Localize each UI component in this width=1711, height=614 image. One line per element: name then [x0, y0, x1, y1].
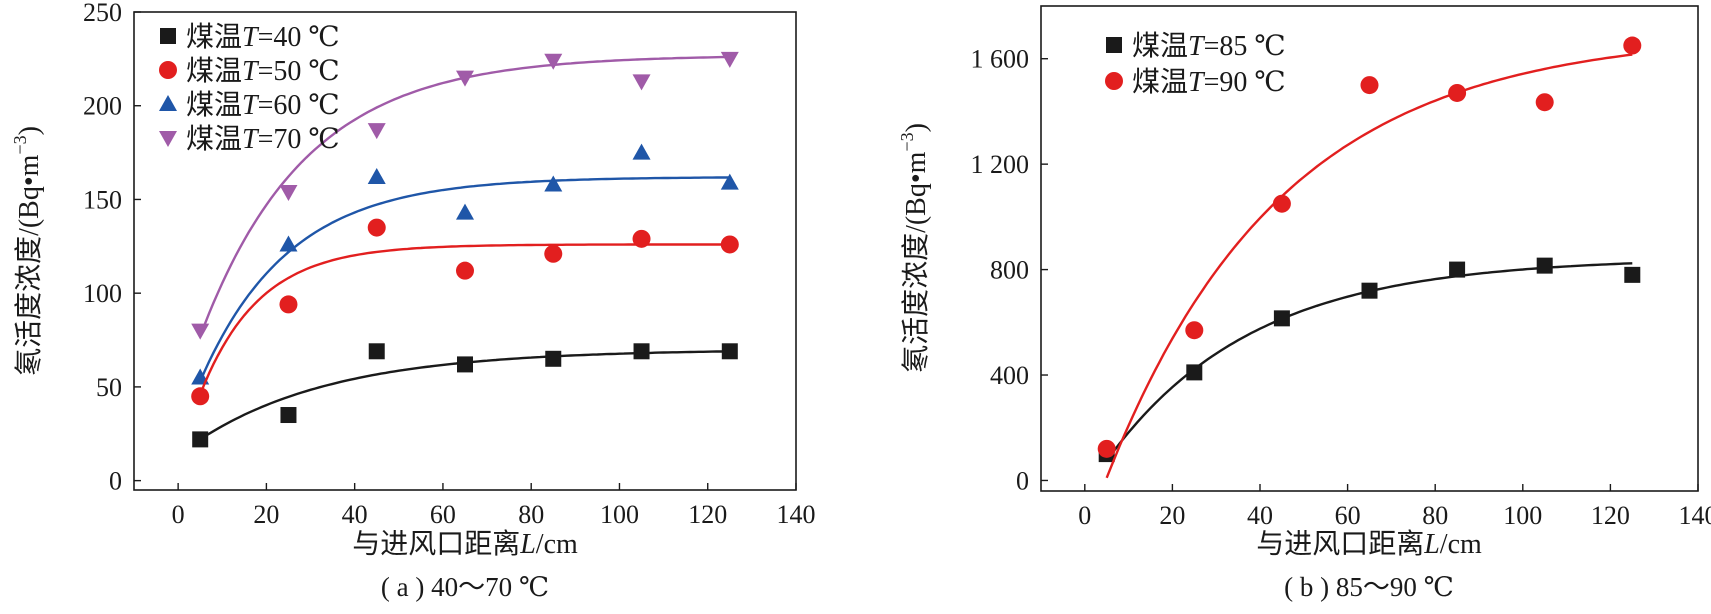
data-point [720, 235, 739, 254]
legend-marker [1105, 72, 1123, 90]
legend-label: 煤温T=70 ℃ [186, 123, 340, 155]
x-tick-label: 20 [1159, 501, 1185, 530]
x-tick-label: 140 [777, 500, 816, 529]
x-tick-label: 80 [1422, 501, 1448, 530]
data-point [1535, 93, 1554, 112]
data-point [1273, 310, 1290, 327]
data-point [1186, 364, 1203, 381]
panel-caption: ( a ) 40～70 ℃ [381, 572, 549, 602]
data-point [279, 184, 298, 201]
y-tick-label: 150 [83, 185, 122, 214]
x-tick-label: 80 [518, 500, 544, 529]
data-point [545, 350, 562, 367]
data-point [632, 74, 651, 91]
data-point [720, 173, 739, 190]
legend-marker [159, 61, 177, 79]
y-tick-label: 800 [990, 256, 1029, 285]
x-axis-label: 与进风口距离L/cm [1256, 528, 1482, 560]
data-point [279, 295, 298, 314]
fit-curve [1105, 53, 1633, 479]
data-point [456, 70, 474, 87]
y-tick-label: 1 200 [971, 150, 1030, 179]
y-tick-label: 0 [109, 467, 122, 496]
panel-caption: ( b ) 85～90 ℃ [1284, 572, 1454, 602]
x-tick-label: 40 [342, 500, 368, 529]
data-point [633, 343, 650, 360]
data-point [632, 143, 651, 160]
data-point [279, 235, 298, 252]
data-point [1097, 439, 1116, 458]
data-point [544, 175, 563, 192]
legend-marker [159, 95, 177, 111]
data-point [1536, 257, 1553, 274]
data-point [720, 51, 739, 68]
legend-marker [159, 131, 177, 147]
data-point [544, 53, 563, 70]
data-point [1361, 282, 1378, 299]
x-tick-label: 120 [1591, 501, 1630, 530]
legend-label: 煤温T=85 ℃ [1132, 30, 1286, 62]
data-point [367, 167, 386, 184]
y-tick-label: 0 [1016, 466, 1029, 495]
data-point [191, 323, 210, 340]
data-point [192, 431, 209, 448]
y-axis-label: 氡活度浓度/(Bq•m−3) [897, 123, 932, 373]
y-tick-label: 1 600 [971, 45, 1030, 74]
plot-frame [133, 11, 797, 491]
legend-label: 煤温T=40 ℃ [186, 21, 340, 53]
x-tick-label: 100 [600, 500, 639, 529]
y-tick-label: 200 [83, 92, 122, 121]
y-tick-label: 400 [990, 361, 1029, 390]
legend-label: 煤温T=90 ℃ [1132, 66, 1286, 98]
data-point [1624, 266, 1641, 283]
data-point [1185, 321, 1204, 340]
x-tick-label: 100 [1503, 501, 1542, 530]
data-point [1360, 76, 1379, 95]
x-tick-label: 0 [1078, 501, 1091, 530]
data-point [1272, 194, 1291, 213]
x-tick-label: 20 [253, 500, 279, 529]
data-point [632, 229, 651, 248]
data-point [457, 356, 473, 373]
data-point [544, 244, 563, 263]
data-point [456, 261, 474, 280]
data-point [456, 203, 474, 220]
x-tick-label: 60 [430, 500, 456, 529]
x-tick-label: 40 [1247, 501, 1273, 530]
chart-panel-a: 0 20 40 60 80 100 120 140 0 50 100 150 200 250 煤温T=40 … [10, 0, 816, 602]
plot-frame [1040, 5, 1699, 492]
data-point [1623, 36, 1642, 55]
legend-marker [1106, 37, 1122, 53]
data-point [1448, 83, 1467, 102]
data-point [367, 123, 386, 140]
y-tick-label: 50 [96, 373, 122, 402]
y-tick-label: 100 [83, 279, 122, 308]
x-axis-label: 与进风口距离L/cm [352, 528, 578, 560]
data-point [367, 218, 386, 237]
chart-panel-b: 0 20 40 60 80 100 120 140 0 400 800 1 200 1 600 煤温T=8… [897, 5, 1711, 602]
legend-marker [160, 28, 176, 44]
data-point [721, 343, 738, 360]
x-tick-label: 60 [1335, 501, 1361, 530]
data-point [191, 387, 210, 406]
y-axis-label: 氡活度浓度/(Bq•m−3) [10, 126, 45, 376]
data-point [1449, 261, 1466, 278]
legend-label: 煤温T=50 ℃ [186, 55, 340, 87]
fit-curve [199, 176, 730, 382]
legend-label: 煤温T=60 ℃ [186, 89, 340, 121]
data-point [368, 343, 385, 360]
data-point [280, 407, 297, 424]
x-tick-label: 120 [688, 500, 727, 529]
x-tick-label: 0 [172, 500, 185, 529]
y-tick-label: 250 [83, 0, 122, 27]
x-tick-label: 140 [1679, 501, 1711, 530]
